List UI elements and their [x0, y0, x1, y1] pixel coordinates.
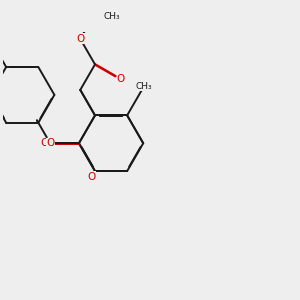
Text: O: O — [41, 138, 49, 148]
Text: CH₃: CH₃ — [136, 82, 152, 91]
Text: CH₃: CH₃ — [103, 12, 120, 21]
Text: O: O — [76, 34, 84, 44]
Text: O: O — [88, 172, 96, 182]
Text: O: O — [117, 74, 125, 84]
Text: O: O — [46, 138, 54, 148]
